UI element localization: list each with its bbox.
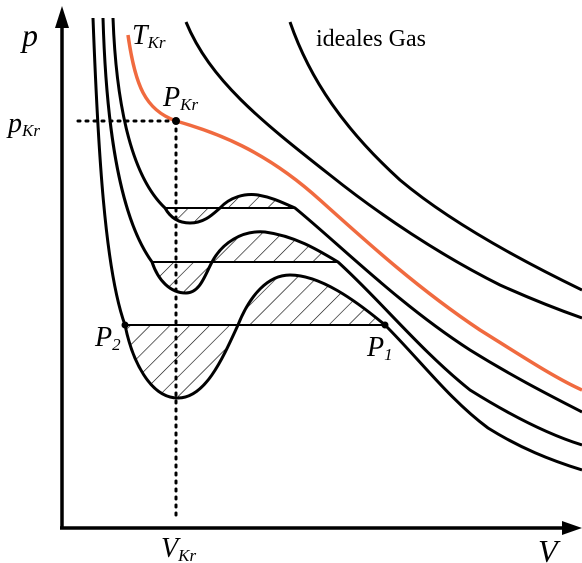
isotherms [91,17,582,472]
critical-temperature-label: TKr [132,20,166,52]
point-1-label: P1 [366,332,393,364]
y-axis-arrow [55,6,69,28]
isotherm-ideal-gas [288,21,582,292]
hatch-area-lower-left [125,325,238,398]
x-axis-arrow [562,521,582,535]
hatch-area-top-right [220,194,295,208]
point-2-label: P2 [94,322,121,354]
tie-lines [125,207,385,326]
points [121,117,389,329]
hatch-area-lower-right [238,275,385,325]
critical-point-marker [172,117,180,125]
critical-volume-label: VKr [161,533,196,563]
isotherm-low [101,17,582,447]
y-axis-label: p [20,17,38,53]
hatch-area-top-left [165,208,220,223]
point-2-marker [121,321,129,329]
isotherm-mid [111,17,582,414]
hatched-areas [125,194,385,398]
critical-guides [76,119,178,522]
ideal-gas-label: ideales Gas [316,26,426,52]
critical-point-label: PKr [162,82,198,114]
point-1-marker [381,321,389,329]
critical-pressure-label: pKr [6,108,40,140]
hatch-area-mid-right [212,231,338,262]
isotherm-above-critical-1 [184,21,582,320]
axes [55,6,582,535]
x-axis-label: V [538,533,561,563]
isotherm-lowest [91,17,582,472]
critical-isotherm [126,34,582,392]
